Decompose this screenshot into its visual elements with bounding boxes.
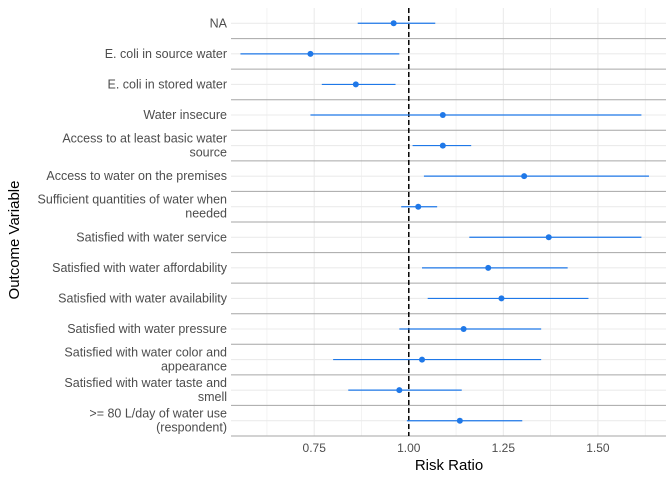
point-estimate <box>456 417 463 424</box>
row-separators <box>231 38 666 437</box>
point-estimate <box>415 203 422 210</box>
y-tick-label: >= 80 L/day of water use <box>89 407 227 421</box>
x-tick-label: 0.75 <box>303 441 327 455</box>
y-tick-label: Satisfied with water affordability <box>52 261 228 275</box>
y-tick-label: NA <box>210 16 228 30</box>
point-estimate <box>521 173 528 180</box>
y-tick-label: appearance <box>161 360 227 374</box>
y-tick-label: Satisfied with water pressure <box>67 322 227 336</box>
x-tick-labels: 0.75 1.00 1.25 1.50 <box>303 441 610 455</box>
y-tick-label: needed <box>185 207 227 221</box>
point-estimate <box>439 142 446 149</box>
point-estimate <box>439 112 446 118</box>
y-tick-label: (respondent) <box>156 421 227 435</box>
x-tick-label: 1.50 <box>586 441 610 455</box>
point-estimate <box>396 387 403 394</box>
point-estimate <box>307 50 314 57</box>
y-tick-label: smell <box>198 390 227 404</box>
point-estimate <box>419 356 426 363</box>
y-tick-label: Satisfied with water taste and <box>64 376 227 390</box>
y-tick-labels: NA E. coli in source water E. coli in stor… <box>38 16 228 434</box>
y-tick-label: source <box>189 146 227 160</box>
y-tick-label: Sufficient quantities of water when <box>38 193 228 207</box>
point-estimate <box>498 295 505 302</box>
y-axis-title: Outcome Variable <box>6 181 23 300</box>
x-tick-label: 1.00 <box>397 441 421 455</box>
y-tick-label: Satisfied with water availability <box>58 291 228 305</box>
y-tick-label: E. coli in stored water <box>108 77 228 91</box>
point-estimate <box>390 20 397 27</box>
point-estimate <box>545 234 552 241</box>
x-axis-title: Risk Ratio <box>415 457 483 474</box>
estimates-layer <box>240 20 649 424</box>
y-tick-label: Water insecure <box>143 108 227 122</box>
y-tick-label: Satisfied with water service <box>76 230 227 244</box>
point-estimate <box>352 81 359 88</box>
y-tick-label: Satisfied with water color and <box>64 346 227 360</box>
point-estimate <box>485 264 492 271</box>
point-estimate <box>460 326 467 332</box>
x-tick-label: 1.25 <box>492 441 516 455</box>
y-tick-label: Access to water on the premises <box>46 169 227 183</box>
y-tick-label: E. coli in source water <box>105 47 227 61</box>
y-tick-label: Access to at least basic water <box>62 132 227 146</box>
